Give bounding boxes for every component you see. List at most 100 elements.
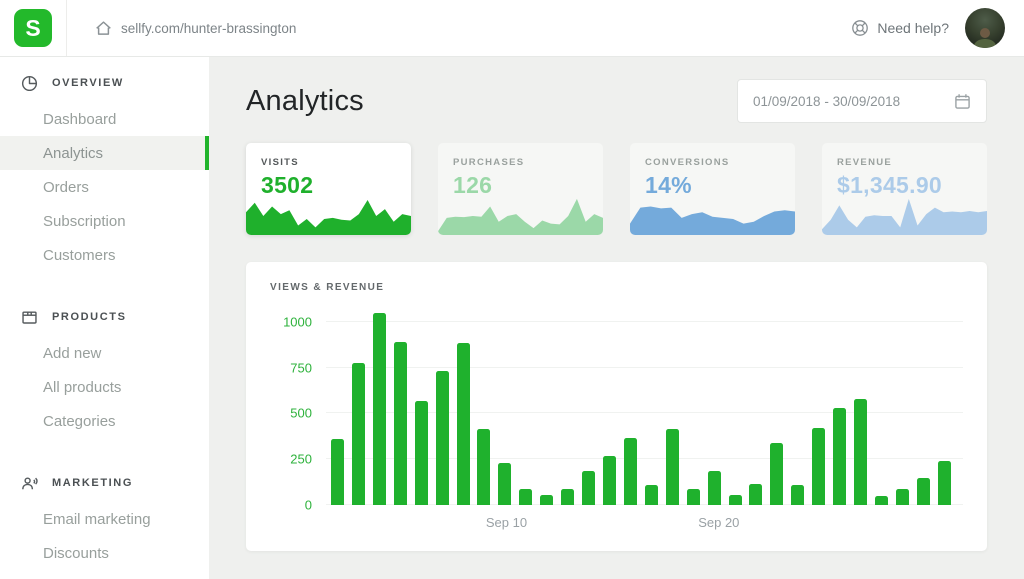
sidebar-section-title: PRODUCTS xyxy=(0,298,209,336)
chart-bar-sep-27 xyxy=(874,495,888,505)
store-url-link[interactable]: sellfy.com/hunter-brassington xyxy=(95,20,296,37)
sidebar-item-email-marketing[interactable]: Email marketing xyxy=(43,510,151,528)
stat-card-label: REVENUE xyxy=(837,157,893,168)
y-axis-tick: 250 xyxy=(290,451,312,467)
sidebar-item-dashboard[interactable]: Dashboard xyxy=(43,110,117,128)
y-axis-tick: 500 xyxy=(290,405,312,421)
sidebar-item-customers[interactable]: Customers xyxy=(43,246,116,264)
sidebar-section-marketing: MARKETING Email marketing Discounts xyxy=(0,464,209,570)
chart-y-axis: 0 250 500 750 1000 xyxy=(270,307,312,512)
chart-bar-sep-15 xyxy=(623,438,637,505)
need-help-label: Need help? xyxy=(877,20,949,36)
sidebar-item-add-new[interactable]: Add new xyxy=(43,344,102,362)
content-header: Analytics 01/09/2018 - 30/09/2018 xyxy=(246,79,987,123)
chart-bar-sep-9 xyxy=(498,462,512,505)
chart-bar-sep-21 xyxy=(749,483,763,505)
stat-card-revenue[interactable]: REVENUE $1,345.90 xyxy=(822,143,987,235)
stat-card-label: PURCHASES xyxy=(453,157,525,168)
sidebar-section-label: PRODUCTS xyxy=(52,311,127,323)
y-axis-tick: 750 xyxy=(290,360,312,375)
sellfy-logo[interactable]: S xyxy=(14,9,52,47)
chart-bar-sep-24 xyxy=(812,428,826,505)
x-axis-tick: Sep 20 xyxy=(698,515,740,530)
chart-body: 0 250 500 750 1000 xyxy=(270,307,963,513)
sidebar-item-all-products[interactable]: All products xyxy=(43,378,122,396)
sidebar-item-subscription[interactable]: Subscription xyxy=(43,212,126,230)
sidebar-section-title: MARKETING xyxy=(0,464,209,502)
chart-bar-sep-2 xyxy=(351,362,365,505)
chart-plot-area xyxy=(326,307,963,505)
stat-card-sparkline xyxy=(438,197,603,235)
chart-bar-sep-6 xyxy=(435,371,449,505)
gridline xyxy=(326,458,963,460)
chart-bar-sep-13 xyxy=(582,471,596,505)
sidebar-item-orders[interactable]: Orders xyxy=(43,178,89,196)
x-axis-tick: Sep 10 xyxy=(485,515,528,530)
stat-card-sparkline xyxy=(822,197,987,235)
stat-card-value: 3502 xyxy=(261,172,314,198)
help-buoy-icon xyxy=(851,19,869,37)
stat-card-sparkline xyxy=(246,197,411,235)
user-avatar[interactable] xyxy=(965,8,1005,48)
date-range-value: 01/09/2018 - 30/09/2018 xyxy=(753,93,901,109)
chart-bar-sep-20 xyxy=(728,494,742,505)
calendar-icon xyxy=(954,93,971,110)
stat-card-sparkline xyxy=(630,197,795,235)
chart-bar-sep-16 xyxy=(644,484,658,505)
chart-title: VIEWS & REVENUE xyxy=(270,282,385,293)
chart-bar-sep-10 xyxy=(519,488,533,505)
stat-card-value: 14% xyxy=(645,172,692,198)
stat-card-value: $1,345.90 xyxy=(837,172,943,198)
stat-card-label: CONVERSIONS xyxy=(645,157,730,168)
chart-bar-sep-5 xyxy=(414,400,428,505)
sidebar-section-title: OVERVIEW xyxy=(0,64,209,102)
chart-bar-sep-18 xyxy=(686,488,700,505)
stat-card-label: VISITS xyxy=(261,157,299,168)
gridline xyxy=(326,504,963,505)
stat-card-value: 126 xyxy=(453,172,493,198)
stat-card-visits[interactable]: VISITS 3502 xyxy=(246,143,411,235)
chart-x-axis: Sep 10 Sep 20 xyxy=(326,505,963,533)
views-revenue-chart: VIEWS & REVENUE 0 250 500 750 1000 Sep 10 Sep… xyxy=(246,262,987,551)
gridline xyxy=(326,320,963,322)
chart-bar-sep-8 xyxy=(477,428,491,505)
stat-card-row: VISITS 3502 PURCHASES 126 CONVERSIONS 14% REVE… xyxy=(246,143,987,235)
stat-card-purchases[interactable]: PURCHASES 126 xyxy=(438,143,603,235)
need-help-link[interactable]: Need help? xyxy=(851,19,949,37)
chart-bar-sep-29 xyxy=(916,478,930,505)
chart-bar-sep-26 xyxy=(854,398,868,505)
sidebar-section-overview: OVERVIEW Dashboard Analytics Orders Subscrip… xyxy=(0,64,209,272)
chart-bar-sep-22 xyxy=(770,442,784,505)
sidebar: OVERVIEW Dashboard Analytics Orders Subscrip… xyxy=(0,57,209,579)
sidebar-item-discounts[interactable]: Discounts xyxy=(43,544,109,562)
date-range-picker[interactable]: 01/09/2018 - 30/09/2018 xyxy=(737,79,987,123)
gridline xyxy=(326,366,963,368)
chart-bar-sep-4 xyxy=(393,341,407,505)
sidebar-section-products: PRODUCTS Add new All products Categories xyxy=(0,298,209,438)
chart-bar-sep-19 xyxy=(707,471,721,505)
main-content: Analytics 01/09/2018 - 30/09/2018 VISITS… xyxy=(209,57,1024,579)
chart-bar-sep-14 xyxy=(602,455,616,505)
page-title: Analytics xyxy=(246,84,364,117)
chart-bar-sep-28 xyxy=(895,488,909,505)
y-axis-tick: 1000 xyxy=(283,314,312,330)
bar-series xyxy=(331,307,951,505)
stat-card-conversions[interactable]: CONVERSIONS 14% xyxy=(630,143,795,235)
chart-bar-sep-12 xyxy=(561,488,575,505)
chart-bar-sep-30 xyxy=(937,461,951,505)
sidebar-section-label: OVERVIEW xyxy=(52,77,124,89)
topbar: S sellfy.com/hunter-brassington Need hel… xyxy=(0,0,1024,57)
chart-bar-sep-23 xyxy=(791,484,805,505)
gridline xyxy=(326,412,963,414)
sidebar-section-label: MARKETING xyxy=(52,477,134,489)
home-icon xyxy=(95,20,112,37)
sellfy-logo-block[interactable]: S xyxy=(0,0,67,56)
chart-bar-sep-7 xyxy=(456,342,470,505)
chart-bar-sep-3 xyxy=(372,313,386,505)
topbar-right: Need help? xyxy=(851,8,1024,48)
sidebar-item-categories[interactable]: Categories xyxy=(43,412,116,430)
chart-bar-sep-11 xyxy=(540,494,554,505)
megaphone-icon xyxy=(20,474,39,493)
sidebar-item-analytics[interactable]: Analytics xyxy=(0,136,209,170)
chart-bar-sep-25 xyxy=(833,407,847,505)
